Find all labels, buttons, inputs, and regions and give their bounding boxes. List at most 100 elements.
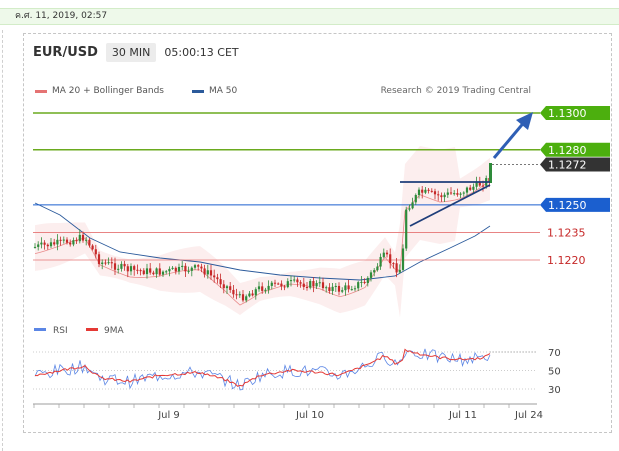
candle-body — [107, 262, 110, 264]
chart-frame — [23, 33, 612, 433]
candle-body — [248, 293, 251, 297]
candle-body — [302, 283, 305, 288]
candle-body — [251, 293, 254, 296]
candle-body — [449, 192, 453, 194]
candle-body — [331, 286, 334, 292]
candle-body — [360, 281, 363, 283]
candle-body — [238, 294, 241, 296]
candle-body — [405, 209, 408, 249]
legend-ma20: MA 20 + Bollinger Bands — [35, 86, 164, 96]
level-tag-2 — [540, 157, 610, 172]
candle-body — [328, 287, 331, 292]
candle-body — [414, 195, 417, 203]
candle-body — [398, 269, 401, 273]
candle-body — [427, 189, 430, 191]
candle-body — [85, 239, 88, 241]
candle-body — [88, 239, 91, 246]
left-divider — [2, 30, 3, 451]
candle-body — [283, 286, 286, 288]
candle-body — [379, 256, 382, 267]
candle-body — [139, 270, 142, 272]
candle-body — [213, 275, 216, 278]
candle-body — [133, 266, 136, 270]
candle-body — [46, 244, 49, 247]
candle-body — [299, 282, 302, 284]
candle-body — [293, 279, 296, 281]
legend-ma50: MA 50 — [192, 86, 237, 96]
candle-body — [264, 289, 267, 291]
candle-body — [177, 266, 181, 272]
x-tick-label-0: Jul 9 — [157, 410, 180, 421]
candle-body — [376, 266, 379, 271]
candle-body — [472, 186, 475, 190]
candle-body — [49, 242, 53, 247]
candle-body — [254, 289, 257, 296]
candle-body — [216, 277, 219, 280]
candle-body — [161, 271, 165, 275]
candle-body — [193, 265, 197, 268]
candle-body — [270, 282, 273, 286]
candle-body — [155, 268, 158, 275]
candle-body — [363, 281, 366, 284]
candle-body — [184, 265, 187, 272]
candle-body — [78, 234, 81, 242]
level-label-1: 1.1280 — [548, 144, 587, 157]
candle-body — [40, 242, 43, 245]
candle-body — [181, 265, 184, 267]
candle-body — [456, 193, 459, 195]
candle-body — [59, 239, 62, 241]
candle-body — [321, 282, 325, 289]
candle-body — [229, 286, 232, 290]
date-bar: ค.ศ. 11, 2019, 02:57 — [0, 8, 619, 25]
timeframe-label[interactable]: 30 MIN — [105, 42, 157, 62]
x-tick-label-3: Jul 24 — [514, 410, 543, 421]
candle-body — [152, 272, 155, 275]
candle-body — [62, 239, 65, 241]
symbol-label[interactable]: EUR/USD — [33, 44, 98, 60]
candle-body — [149, 268, 152, 273]
candle-body — [37, 244, 40, 247]
rsi-swatch — [34, 328, 46, 331]
candle-body — [305, 287, 309, 289]
level-label-3: 1.1250 — [548, 199, 587, 212]
candle-body — [69, 242, 72, 245]
candle-body — [261, 286, 264, 291]
candle-body — [206, 270, 209, 275]
candle-body — [280, 283, 283, 287]
rsi-tick-label-1: 50 — [548, 367, 561, 378]
candle-body — [459, 193, 462, 195]
candle-body — [392, 263, 395, 265]
candle-body — [286, 281, 289, 288]
chart-header: EUR/USD 30 MIN 05:00:13 CET — [33, 41, 239, 63]
candle-body — [350, 289, 353, 291]
candle-body-last — [489, 163, 492, 183]
candle-body — [325, 287, 328, 289]
ma20-swatch — [35, 89, 47, 93]
candle-body — [245, 296, 248, 301]
candle-body — [475, 181, 478, 187]
candle-body — [289, 280, 293, 282]
candle-body — [94, 249, 97, 255]
candle-body — [110, 262, 113, 264]
forecast-arrow-head — [516, 112, 533, 130]
candle-body — [219, 279, 222, 285]
credit-label: Research © 2019 Trading Central — [380, 86, 531, 96]
candle-body — [126, 266, 129, 272]
candle-body — [222, 284, 225, 289]
candle-body — [104, 262, 107, 264]
candle-body — [117, 268, 120, 270]
candle-body — [401, 248, 405, 270]
level-tag-0 — [540, 106, 610, 120]
rsi-tick-label-0: 70 — [548, 348, 561, 359]
candle-body — [190, 267, 193, 271]
candle-body — [174, 267, 177, 272]
candle-body — [235, 294, 238, 296]
candle-body — [440, 195, 443, 198]
candle-body — [424, 189, 427, 193]
candle-body — [273, 282, 277, 284]
candle-body — [209, 270, 213, 276]
candle-body — [369, 272, 373, 278]
candle-body — [433, 191, 437, 195]
candle-body — [347, 285, 350, 290]
